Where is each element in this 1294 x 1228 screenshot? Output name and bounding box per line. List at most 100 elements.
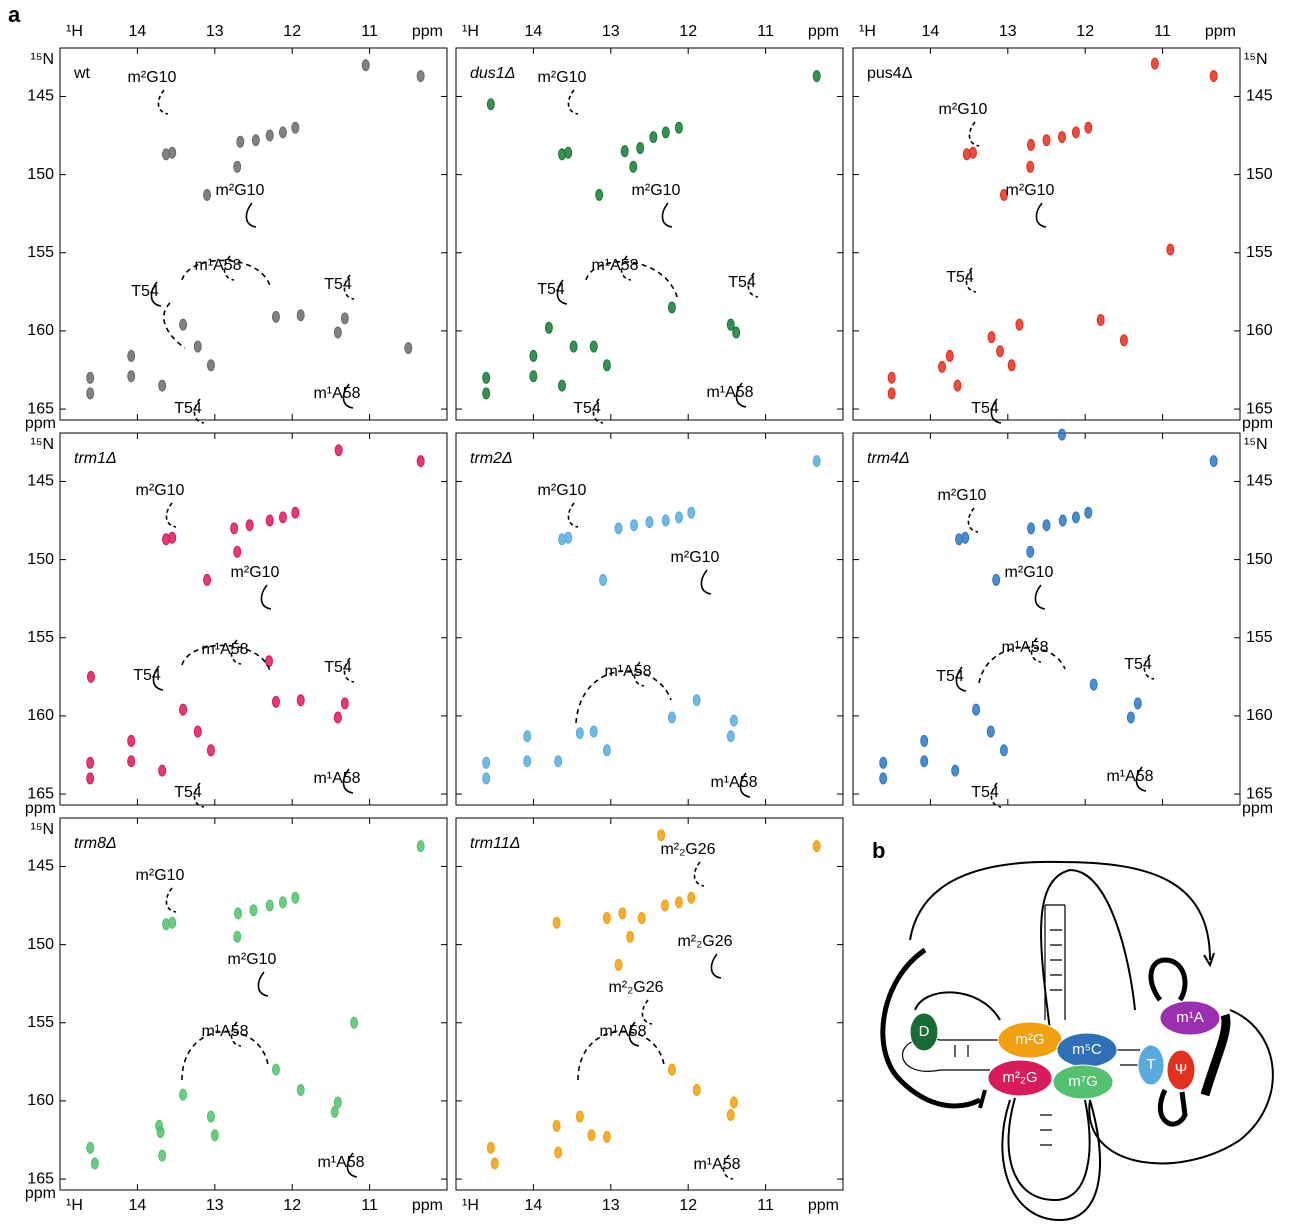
peak-annotation: m²G10 <box>538 69 587 86</box>
peak <box>251 134 260 147</box>
annotation-arrow <box>585 261 679 301</box>
sample-name: trm2Δ <box>470 450 513 467</box>
peak-annotation: m¹A58 <box>710 774 757 791</box>
peak <box>1084 121 1093 134</box>
peak <box>1071 126 1080 139</box>
annotation-arrow <box>567 89 579 115</box>
spectrum-panel: 14 13 12 11 ¹H ppm trm11Δ m²₂G26 m²₂G26 m²₂G26 m¹A… <box>455 817 844 1214</box>
peak-annotation: m¹A58 <box>313 385 360 402</box>
annotation-arrow <box>556 279 568 305</box>
peak <box>726 318 735 331</box>
arrow <box>1157 1088 1188 1127</box>
peak <box>614 958 623 971</box>
modification-label: m¹A <box>1176 1009 1204 1026</box>
peak <box>629 160 638 173</box>
annotation-arrow <box>620 255 632 281</box>
y-axis-label: ¹⁵N <box>30 436 54 453</box>
arrow <box>1200 1013 1231 1097</box>
peak <box>595 188 604 201</box>
peak <box>179 318 188 331</box>
peak-annotation: m²G10 <box>136 867 185 884</box>
annotation-arrow <box>967 507 979 533</box>
annotation-arrow <box>165 887 177 913</box>
peak <box>729 714 738 727</box>
peak <box>162 148 171 161</box>
peak-annotation: m²G10 <box>136 482 185 499</box>
peak <box>626 930 635 943</box>
peak <box>649 131 658 144</box>
peak <box>992 573 1001 586</box>
peak <box>158 1149 167 1162</box>
peak <box>490 1157 499 1170</box>
annotation-arrow <box>342 768 354 794</box>
peak <box>645 516 654 529</box>
x-tick-label: 14 <box>525 23 543 40</box>
annotation-arrow <box>181 259 271 287</box>
x-axis-unit: ppm <box>808 1197 839 1214</box>
peak <box>1042 519 1051 532</box>
annotation-arrow <box>346 1152 358 1178</box>
annotation-arrow <box>150 281 162 307</box>
x-axis-unit: ppm <box>412 1197 443 1214</box>
y-tick-label: 145 <box>27 88 54 105</box>
peak <box>552 1119 561 1132</box>
annotation-arrow <box>990 398 1002 424</box>
annotation-arrow <box>342 383 354 409</box>
peak <box>334 444 343 457</box>
peak <box>812 840 821 853</box>
peak <box>333 711 342 724</box>
spectrum-panel: trm2Δ m²G10 m²G10 m¹A58 m¹A58 <box>455 432 844 806</box>
peak <box>1119 334 1128 347</box>
peak <box>1071 511 1080 524</box>
peak <box>158 764 167 777</box>
annotation-arrow <box>193 782 205 808</box>
y-tick-label: 145 <box>27 858 54 875</box>
y-tick-label: 150 <box>27 936 54 953</box>
peak-annotation: T54 <box>174 400 202 417</box>
peak <box>245 519 254 532</box>
x-tick-label: 13 <box>602 23 620 40</box>
annotation-arrow <box>747 272 759 298</box>
peak <box>1057 428 1066 441</box>
x-axis-unit: ppm <box>1205 23 1236 40</box>
plot-frame <box>455 47 844 421</box>
peak <box>265 899 274 912</box>
peak <box>938 360 947 373</box>
peak <box>193 725 202 738</box>
spectrum-panel: 14 13 12 11 ¹H ppm dus1Δ m²G10 m²G10 m¹A58 T54 T54 m… <box>455 23 844 424</box>
peak <box>233 545 242 558</box>
peak <box>953 379 962 392</box>
peak <box>529 349 538 362</box>
annotation-arrow <box>567 502 579 528</box>
annotation-arrow <box>739 772 751 798</box>
x-tick-label: 11 <box>757 23 774 40</box>
peak <box>1126 711 1135 724</box>
peak <box>340 312 349 325</box>
peak-annotation: m²G10 <box>216 182 265 199</box>
x-tick-label: 13 <box>602 1197 620 1214</box>
peak <box>1209 455 1218 468</box>
plot-frame <box>59 432 448 806</box>
annotation-arrow <box>165 502 177 528</box>
y-tick-label: 145 <box>1246 88 1273 105</box>
modification-node <box>1166 1049 1196 1091</box>
annotation-arrow <box>1034 584 1046 610</box>
peak <box>203 573 212 586</box>
y-axis-label: ¹⁵N <box>1244 436 1268 453</box>
annotation-arrow <box>628 1021 640 1047</box>
spectrum-panel: 14 13 12 11 145 150 155 160 165 ¹H ppm ¹⁵N ppm pus4Δ m… <box>852 23 1273 432</box>
peak <box>602 744 611 757</box>
annotation-arrow <box>157 89 169 115</box>
peak <box>193 340 202 353</box>
spectrum-panel: 14 13 12 11 145 150 155 160 165 ¹H ppm ¹⁵N ppm wt m²G1… <box>25 23 448 432</box>
peak <box>920 755 929 768</box>
diagram <box>880 860 1274 1222</box>
peak <box>86 1141 95 1154</box>
peak-annotation: m¹A58 <box>1106 768 1153 785</box>
peak <box>687 506 696 519</box>
peak <box>86 670 95 683</box>
loop <box>1007 1097 1091 1202</box>
peak-annotation: m²G10 <box>1006 182 1055 199</box>
peak-annotation: m²G10 <box>938 487 987 504</box>
modification-label: m²G <box>1015 1031 1044 1048</box>
